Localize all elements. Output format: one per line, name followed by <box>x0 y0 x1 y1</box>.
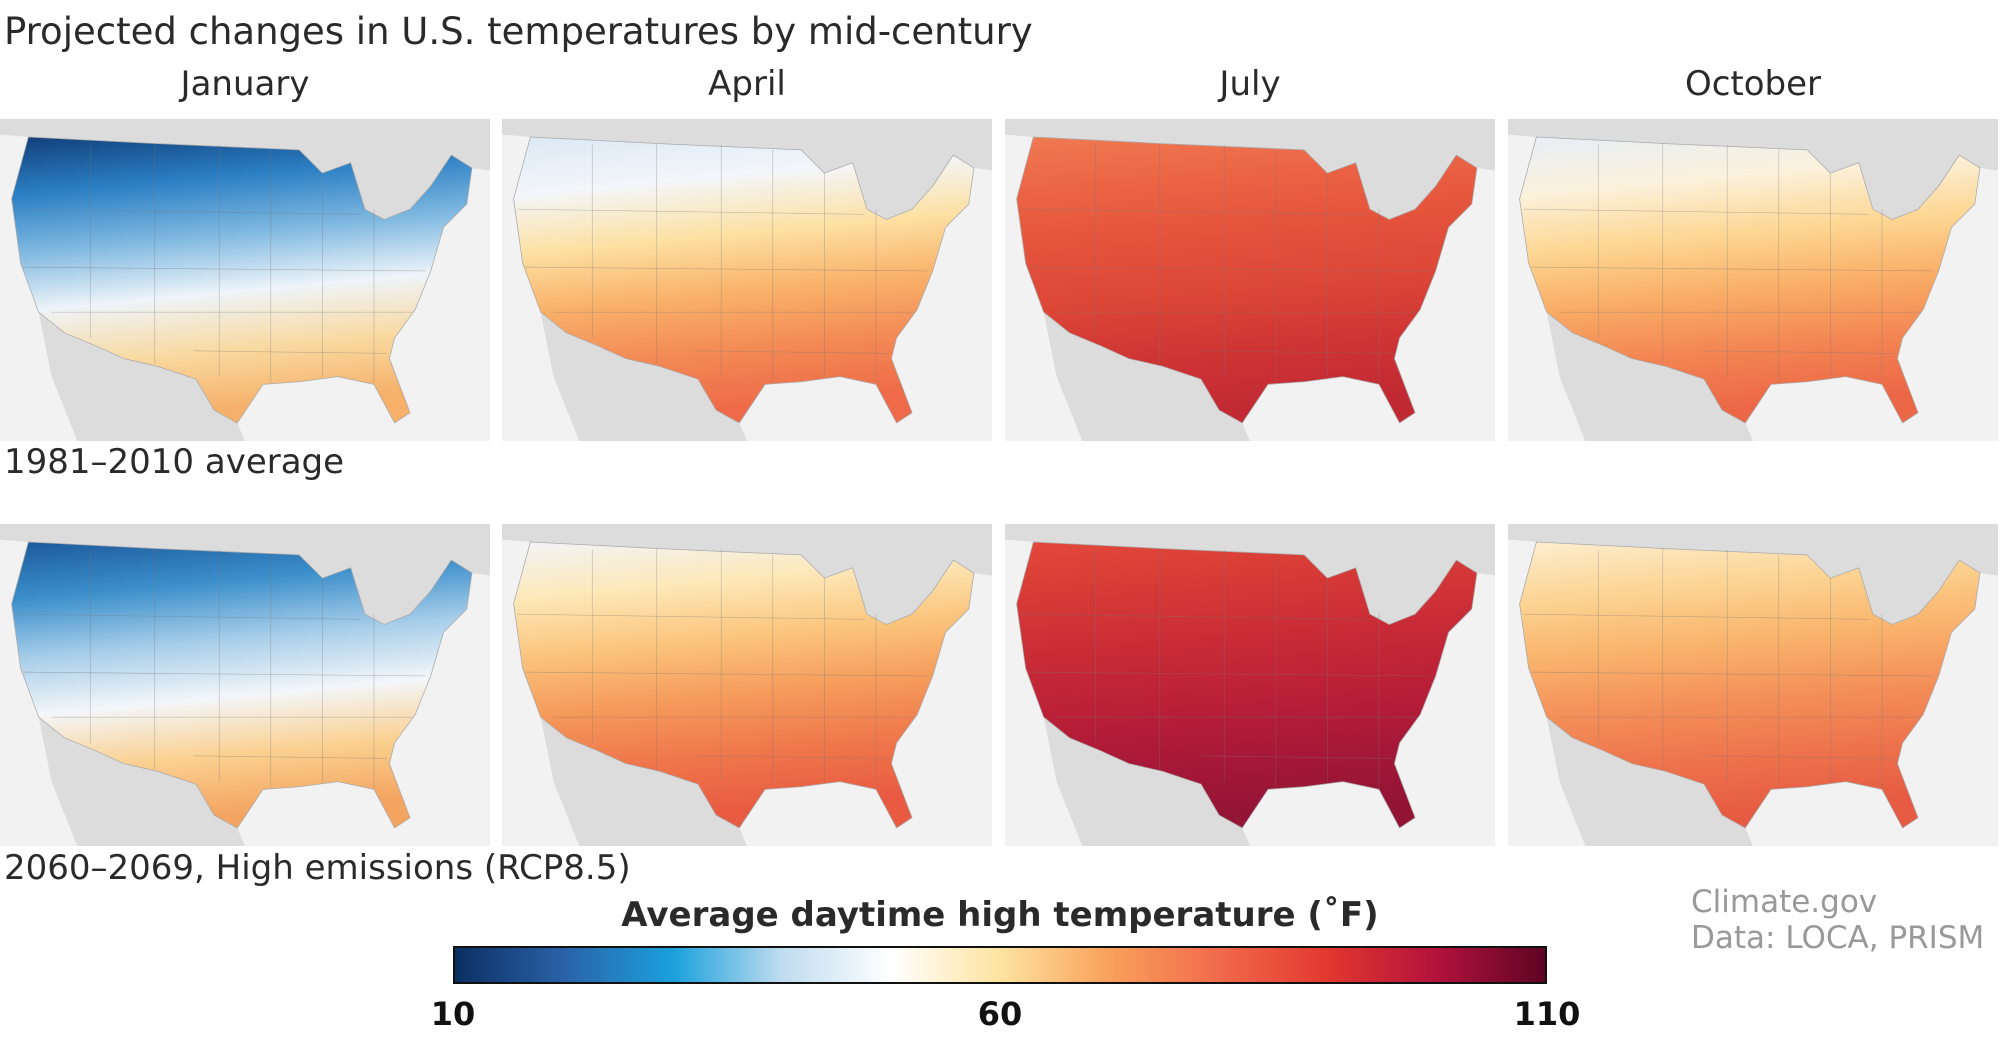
mexico-land <box>1043 717 1250 846</box>
canada-land <box>502 524 992 625</box>
state-borders <box>15 548 426 789</box>
colorbar <box>453 946 1547 984</box>
mexico-land <box>540 312 747 441</box>
us-map <box>1005 524 1495 846</box>
us-map <box>502 119 992 441</box>
map-panel-april-projection <box>502 524 992 846</box>
us-map <box>1508 524 1998 846</box>
state-borders <box>1523 548 1934 789</box>
map-panel-january-baseline <box>0 119 490 441</box>
mexico-land <box>540 717 747 846</box>
map-panel-april-baseline <box>502 119 992 441</box>
map-panel-july-projection <box>1005 524 1495 846</box>
colorbar-title: Average daytime high temperature (˚F) <box>621 895 1379 935</box>
map-panel-january-projection <box>0 524 490 846</box>
us-map <box>0 524 490 846</box>
colorbar-tick-10: 10 <box>430 995 476 1033</box>
us-temperature-field <box>11 136 473 424</box>
state-borders <box>517 548 928 789</box>
month-label-april: April <box>708 64 786 104</box>
canada-land <box>0 119 490 220</box>
state-borders <box>15 143 426 384</box>
map-panel-july-baseline <box>1005 119 1495 441</box>
month-label-october: October <box>1684 64 1822 104</box>
mexico-land <box>38 717 246 846</box>
us-temperature-field <box>1519 541 1981 829</box>
month-label-january: January <box>180 64 310 104</box>
map-panel-october-projection <box>1508 524 1998 846</box>
colorbar-tick-60: 60 <box>977 995 1023 1033</box>
credit-source: Climate.gov <box>1691 884 1878 920</box>
us-temperature-field <box>1016 136 1478 424</box>
mexico-land <box>1043 312 1250 441</box>
us-temperature-field <box>513 136 975 424</box>
chart-title: Projected changes in U.S. temperatures b… <box>4 10 1033 53</box>
credit-data: Data: LOCA, PRISM <box>1691 920 1985 956</box>
us-map <box>502 524 992 846</box>
row-label-baseline: 1981–2010 average <box>4 442 345 482</box>
colorbar-tick-110: 110 <box>1513 995 1581 1033</box>
canada-land <box>1005 119 1495 220</box>
us-map <box>1005 119 1495 441</box>
state-borders <box>1523 143 1934 384</box>
us-temperature-field <box>1016 541 1478 829</box>
canada-land <box>502 119 992 220</box>
row-label-projection: 2060–2069, High emissions (RCP8.5) <box>4 848 631 888</box>
canada-land <box>1508 119 1998 220</box>
mexico-land <box>38 312 246 441</box>
canada-land <box>1005 524 1495 625</box>
us-map <box>0 119 490 441</box>
canada-land <box>0 524 490 625</box>
us-temperature-field <box>1519 136 1981 424</box>
us-temperature-field <box>11 541 473 829</box>
state-borders <box>1020 143 1431 384</box>
us-temperature-field <box>513 541 975 829</box>
canada-land <box>1508 524 1998 625</box>
us-map <box>1508 119 1998 441</box>
mexico-land <box>1546 312 1753 441</box>
mexico-land <box>1546 717 1753 846</box>
month-label-july: July <box>1219 64 1281 104</box>
map-panel-october-baseline <box>1508 119 1998 441</box>
state-borders <box>1020 548 1431 789</box>
state-borders <box>517 143 928 384</box>
